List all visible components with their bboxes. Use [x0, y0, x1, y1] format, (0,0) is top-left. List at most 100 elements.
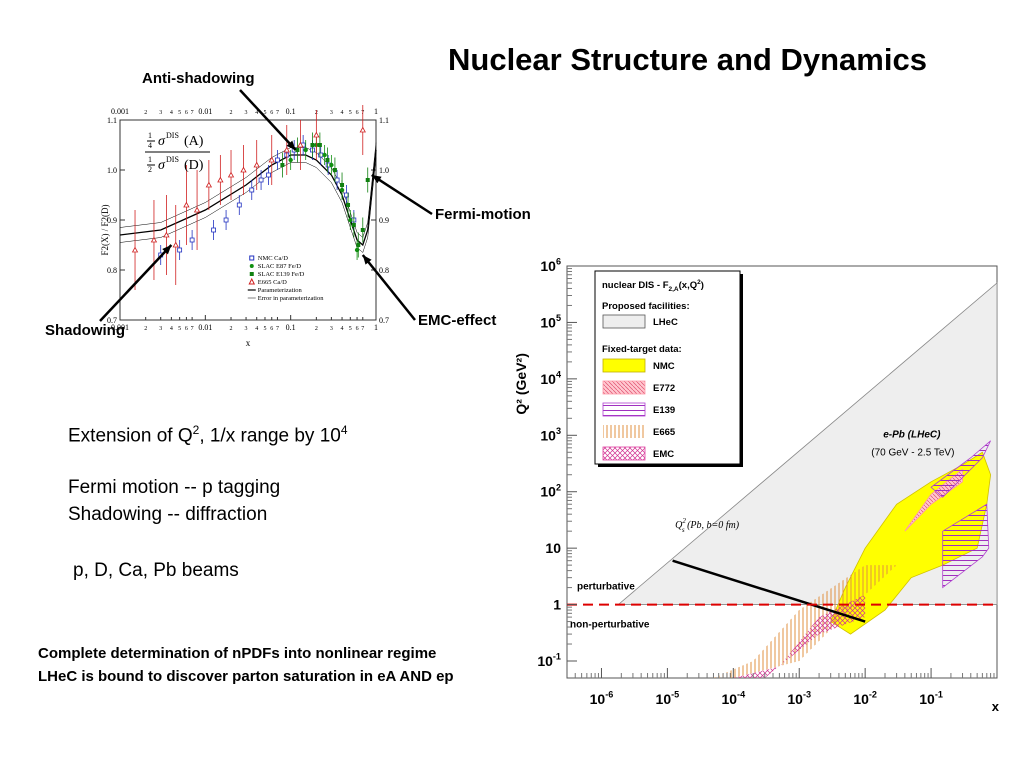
nuclear-ratio-chart: 0.0010.0012233445566770.010.012233445566…: [45, 70, 531, 348]
ratio-y-tick-label-right: 0.7: [379, 316, 389, 325]
ratio-x-top-minor-label: 5: [349, 110, 352, 116]
slac-e139-fe-d-point: [332, 168, 337, 172]
ratio-x-top-minor-label: 3: [159, 110, 162, 116]
ratio-x-minor-label: 3: [245, 326, 248, 332]
shadowing-arrow: [99, 244, 173, 322]
region-emc: [733, 594, 866, 678]
e665-ca-d-point: [163, 231, 170, 238]
e665-ca-d-point: [172, 241, 179, 248]
e665-ca-d-point: [183, 201, 190, 208]
emc-effect-arrow: [361, 254, 416, 321]
ratio-x-top-minor-label: 7: [276, 110, 279, 116]
e665-ca-d-point: [359, 126, 366, 133]
legend-proposed: Proposed facilities:: [602, 301, 690, 312]
ratio-x-top-minor-label: 2: [230, 110, 233, 116]
legend-swatch-emc: [602, 446, 646, 461]
ratio-x-top-tick-label: 0.001: [111, 107, 129, 116]
ratio-x-minor-label: 2: [230, 326, 233, 332]
q2-tick-label: 106: [540, 258, 561, 274]
slac-e87-fe-d-point: [322, 152, 327, 158]
ratio-x-top-minor-label: 4: [170, 110, 173, 116]
fermi-motion-arrow: [371, 173, 433, 216]
legend-label-emc: EMC: [653, 449, 674, 460]
ratio-y-tick-label-right: 1.1: [379, 116, 389, 125]
ratio-x-minor-label: 5: [349, 326, 352, 332]
ratio-legend-3-label: E665 Ca/D: [258, 279, 287, 286]
ratio-num-arg: (A): [184, 134, 204, 149]
legend-swatch-e139: [602, 402, 646, 417]
ratio-x-top-tick-label: 1: [374, 107, 378, 116]
shadowing-label: Shadowing: [45, 322, 125, 339]
ratio-legend-3-marker: [248, 277, 256, 285]
bullet-beams: p, D, Ca, Pb beams: [73, 560, 239, 581]
ratio-x-tick-label: 0.01: [198, 323, 212, 332]
nmc-ca-d-point: [223, 217, 229, 223]
ratio-x-minor-label: 6: [270, 326, 273, 332]
slac-e87-fe-d-point: [348, 217, 353, 223]
nmc-ca-d-point: [334, 177, 340, 183]
q2-tick-label: 105: [540, 313, 561, 330]
bullet-extension-sup1: 2: [192, 423, 200, 437]
ratio-y-tick-label-right: 0.9: [379, 216, 389, 225]
ratio-legend-1-marker: [249, 264, 254, 268]
e665-ca-d-point: [283, 146, 290, 153]
ratio-y-tick-label: 1.1: [107, 116, 117, 125]
legend-label-lhec: LHeC: [653, 317, 678, 328]
parameterization-error-lower: [119, 157, 377, 253]
q2-tick-label: 10-1: [537, 652, 561, 669]
ratio-x-top-minor-label: 6: [270, 110, 273, 116]
e665-ca-d-point: [205, 181, 213, 188]
ratio-den-sup: DIS: [166, 155, 179, 164]
e665-ca-d-point: [150, 236, 158, 243]
nmc-ca-d-point: [211, 227, 217, 233]
ratio-x-top-tick-label: 0.1: [286, 107, 296, 116]
legend-swatch-nmc: [602, 358, 646, 373]
ratio-den-arg: (D): [184, 158, 204, 173]
ratio-x-axis-label: x: [246, 338, 251, 348]
nmc-ca-d-point: [258, 177, 264, 183]
bullet-shadowing: Shadowing -- diffraction: [68, 504, 268, 525]
ratio-x-minor-label: 2: [144, 326, 147, 332]
slac-e139-fe-d-point: [280, 163, 285, 167]
ratio-y-tick-label-right: 0.8: [379, 266, 389, 275]
ratio-den-sigma: σ: [158, 158, 166, 173]
ratio-y-tick-label: 0.7: [107, 316, 117, 325]
slac-e139-fe-d-point: [310, 143, 315, 147]
ratio-num-a: 1: [148, 131, 152, 140]
ratio-y-tick-label-right: 1.0: [379, 166, 389, 175]
ratio-x-minor-label: 4: [255, 326, 258, 332]
bullet-fermi: Fermi motion -- p tagging: [68, 477, 281, 498]
ratio-x-minor-label: 7: [191, 326, 194, 332]
e665-ca-d-point: [313, 131, 320, 138]
emc-effect-arrow-head: [362, 255, 372, 265]
ratio-x-top-minor-label: 6: [185, 110, 188, 116]
x-tick-label: 10-3: [787, 690, 811, 707]
q2-tick-label: 103: [540, 426, 561, 443]
slac-e139-fe-d-point: [356, 243, 361, 247]
anti-shadowing-arrow-head: [286, 140, 296, 150]
q2-tick-label: 102: [540, 482, 561, 499]
non-perturbative-label: non-perturbative: [570, 620, 650, 631]
ratio-legend-4-label: Parameterization: [258, 287, 303, 294]
slac-e139-fe-d-point: [346, 203, 351, 207]
e665-ca-d-point: [253, 161, 260, 168]
e665-ca-d-point: [268, 156, 275, 163]
conclusion-line-2: LHeC is bound to discover parton saturat…: [38, 668, 454, 685]
ratio-x-minor-label: 6: [356, 326, 359, 332]
ratio-x-top-minor-label: 5: [263, 110, 266, 116]
nmc-ca-d-point: [177, 247, 183, 253]
ratio-legend-2-marker: [249, 272, 254, 276]
anti-shadowing-label: Anti-shadowing: [142, 70, 255, 87]
epb-lhec-label: e-Pb (LHeC): [883, 429, 941, 440]
x-tick-label: 10-2: [853, 690, 877, 707]
bullet-extension: Extension of Q2, 1/x range by 104: [68, 423, 348, 447]
e665-ca-d-point: [240, 166, 247, 173]
slac-e139-fe-d-point: [365, 178, 370, 182]
ratio-x-top-minor-label: 7: [191, 110, 194, 116]
region-e139: [930, 440, 991, 498]
ratio-x-top-minor-label: 5: [178, 110, 181, 116]
legend-fixed: Fixed-target data:: [602, 344, 682, 355]
x-tick-label: 10-5: [656, 690, 680, 707]
x-tick-label: 10-4: [721, 690, 746, 707]
